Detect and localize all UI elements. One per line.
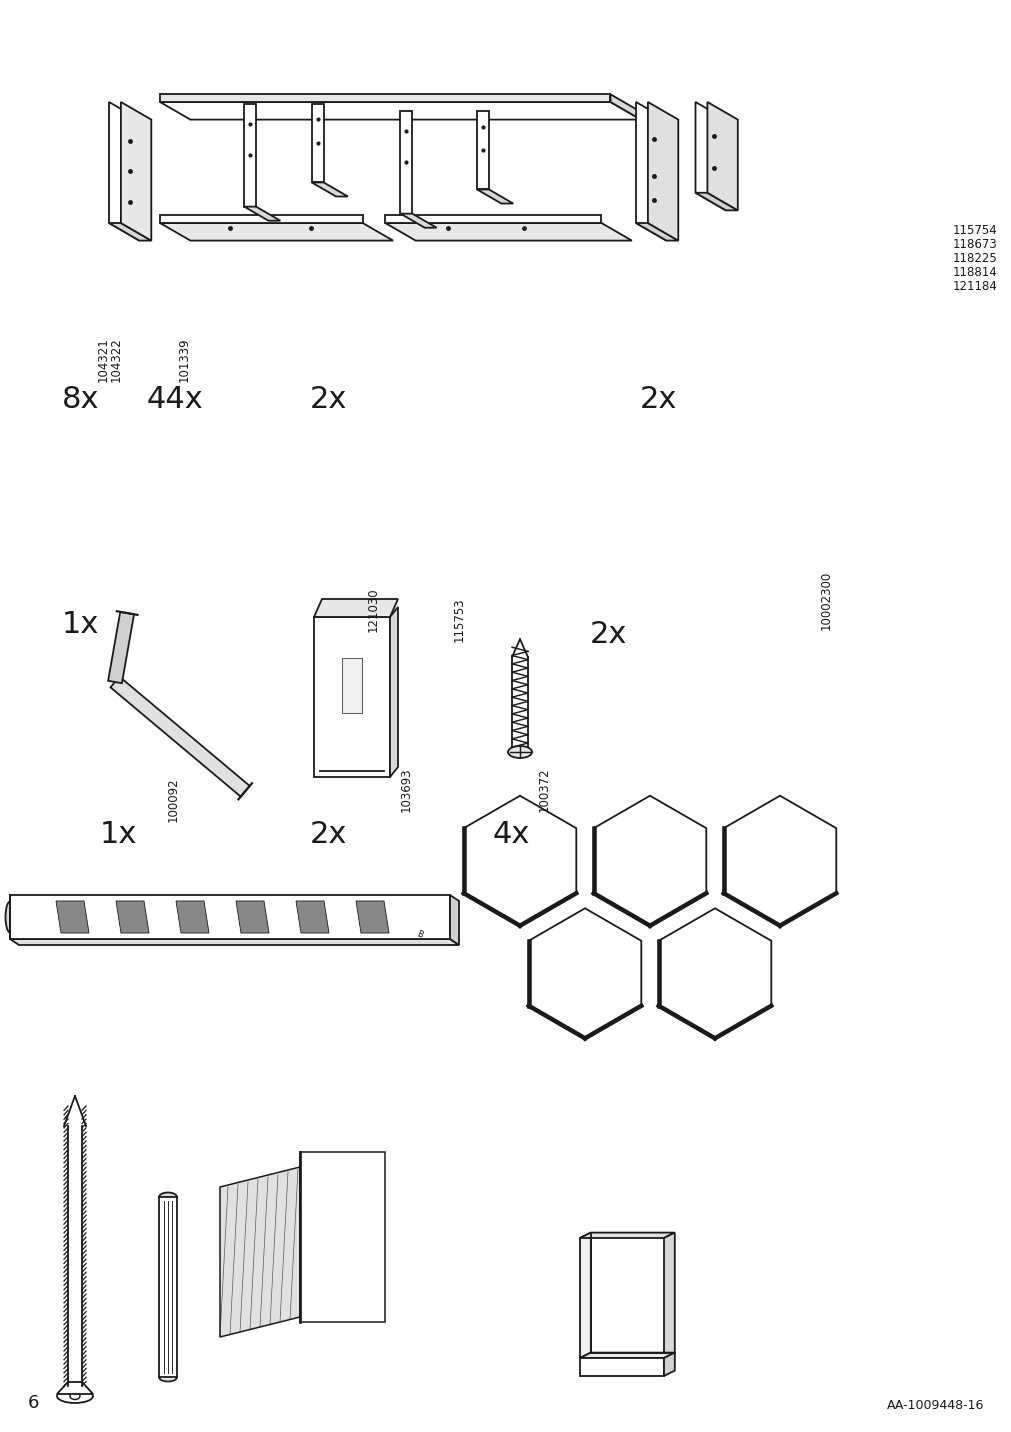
Text: 2x: 2x <box>309 821 347 849</box>
Polygon shape <box>476 110 488 189</box>
Polygon shape <box>313 599 397 617</box>
Polygon shape <box>244 103 256 206</box>
Polygon shape <box>236 901 269 934</box>
Polygon shape <box>385 215 601 223</box>
Text: 100372: 100372 <box>538 768 550 812</box>
Text: AA-1009448-16: AA-1009448-16 <box>886 1399 983 1412</box>
Text: 1x: 1x <box>62 610 99 639</box>
Text: 118814: 118814 <box>952 265 997 278</box>
Text: 121184: 121184 <box>952 279 997 292</box>
Polygon shape <box>610 95 640 120</box>
Polygon shape <box>176 901 209 934</box>
Polygon shape <box>579 1233 590 1358</box>
Text: 115753: 115753 <box>453 597 465 643</box>
Polygon shape <box>57 1382 93 1393</box>
Polygon shape <box>299 1151 384 1322</box>
Text: 8x: 8x <box>62 385 99 414</box>
Polygon shape <box>313 617 389 778</box>
Polygon shape <box>160 95 610 102</box>
Polygon shape <box>579 1358 663 1376</box>
Text: 104321: 104321 <box>97 338 110 382</box>
Text: 4x: 4x <box>492 821 530 849</box>
Polygon shape <box>10 895 450 939</box>
Text: 2x: 2x <box>589 620 627 649</box>
Polygon shape <box>389 607 397 778</box>
Text: 2x: 2x <box>639 385 676 414</box>
Text: 118673: 118673 <box>952 238 997 251</box>
Polygon shape <box>160 223 392 241</box>
Text: 1x: 1x <box>100 821 137 849</box>
Polygon shape <box>695 102 725 211</box>
Ellipse shape <box>57 1389 93 1403</box>
Polygon shape <box>311 103 324 182</box>
Polygon shape <box>10 939 459 945</box>
Ellipse shape <box>508 746 532 758</box>
Polygon shape <box>311 182 348 196</box>
Ellipse shape <box>293 1226 306 1249</box>
Text: 44x: 44x <box>147 385 203 414</box>
Ellipse shape <box>5 902 14 932</box>
Polygon shape <box>723 796 835 925</box>
Polygon shape <box>109 223 152 241</box>
Polygon shape <box>647 102 677 241</box>
Polygon shape <box>120 102 152 241</box>
Polygon shape <box>635 102 665 241</box>
Text: 103693: 103693 <box>399 768 412 812</box>
Polygon shape <box>116 901 149 934</box>
Polygon shape <box>160 102 640 120</box>
Ellipse shape <box>159 1372 177 1382</box>
Polygon shape <box>160 215 362 223</box>
Polygon shape <box>579 1233 674 1239</box>
Polygon shape <box>463 796 575 925</box>
Polygon shape <box>663 1353 674 1376</box>
Polygon shape <box>342 657 362 713</box>
Polygon shape <box>109 102 140 241</box>
Polygon shape <box>110 677 250 796</box>
Text: 10002300: 10002300 <box>819 570 832 630</box>
Text: 6: 6 <box>28 1393 39 1412</box>
Polygon shape <box>356 901 388 934</box>
Polygon shape <box>385 223 631 241</box>
Polygon shape <box>695 193 737 211</box>
Polygon shape <box>244 206 280 221</box>
Polygon shape <box>663 1233 674 1358</box>
Text: 2x: 2x <box>309 385 347 414</box>
Polygon shape <box>159 1197 177 1378</box>
Text: B: B <box>416 929 424 939</box>
Text: 100092: 100092 <box>167 778 180 822</box>
Polygon shape <box>400 213 436 228</box>
Polygon shape <box>400 110 411 213</box>
Ellipse shape <box>159 1193 177 1201</box>
Polygon shape <box>579 1353 674 1358</box>
Polygon shape <box>635 223 677 241</box>
Text: 115754: 115754 <box>952 223 997 236</box>
Polygon shape <box>108 611 133 683</box>
Polygon shape <box>295 901 329 934</box>
Polygon shape <box>658 908 770 1038</box>
Text: 121030: 121030 <box>367 587 379 633</box>
Polygon shape <box>450 895 459 945</box>
Text: 118225: 118225 <box>952 252 997 265</box>
Polygon shape <box>476 189 513 203</box>
Polygon shape <box>593 796 706 925</box>
Polygon shape <box>707 102 737 211</box>
Text: 104322: 104322 <box>110 338 123 382</box>
Polygon shape <box>56 901 89 934</box>
Text: 101339: 101339 <box>178 338 191 382</box>
Polygon shape <box>528 908 641 1038</box>
Polygon shape <box>219 1167 299 1337</box>
Circle shape <box>334 695 370 730</box>
